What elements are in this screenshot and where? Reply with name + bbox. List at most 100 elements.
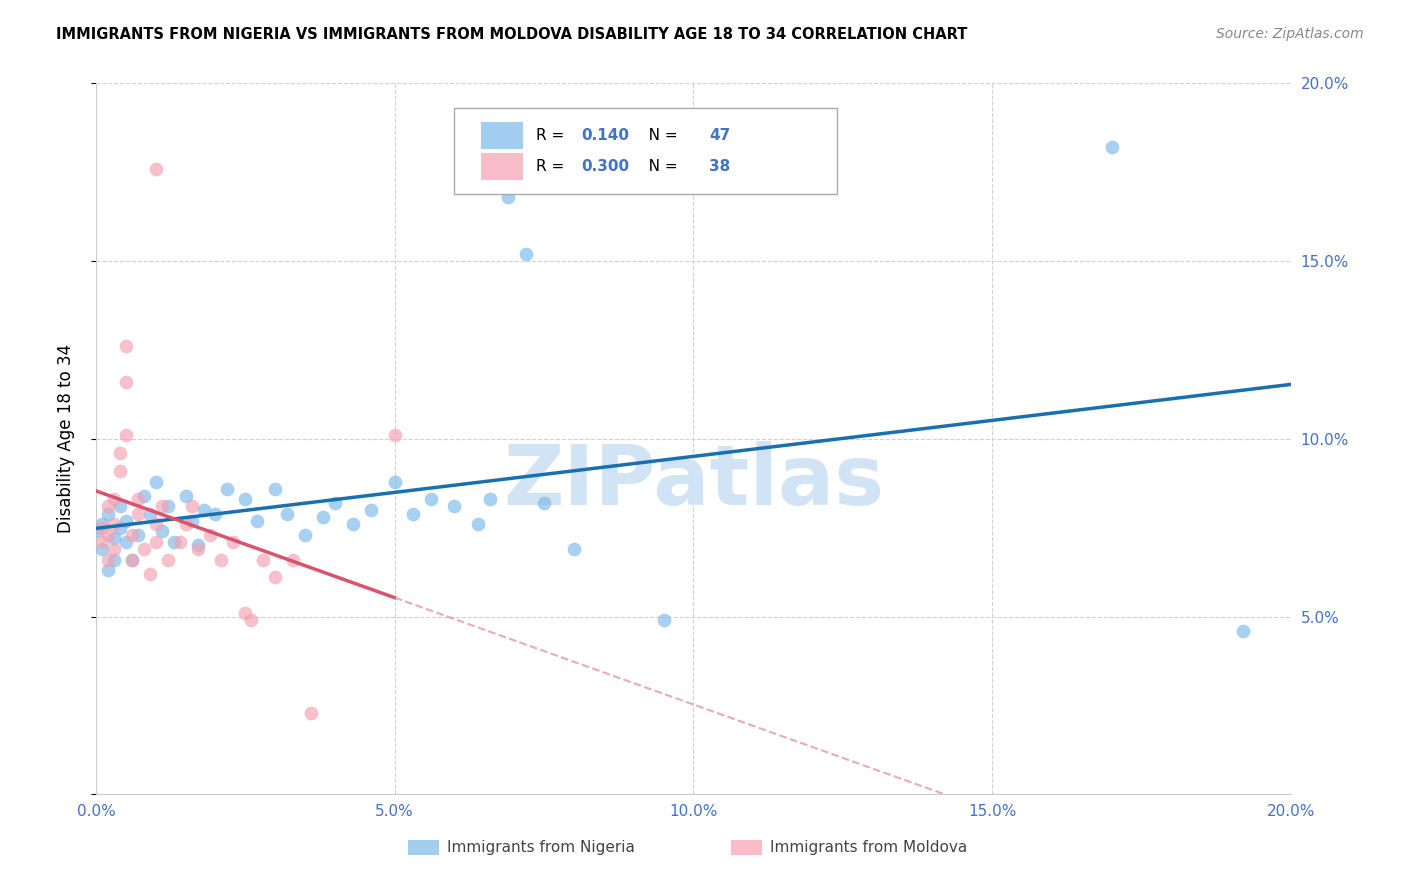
Point xyxy=(108,521,131,535)
Point xyxy=(246,514,269,528)
Point xyxy=(342,517,364,532)
Text: Immigrants from Moldova: Immigrants from Moldova xyxy=(770,840,967,855)
Point xyxy=(108,446,131,460)
Point xyxy=(174,489,197,503)
Point xyxy=(108,464,131,478)
Point xyxy=(156,500,179,514)
Point xyxy=(562,542,585,557)
Point xyxy=(139,507,162,521)
Point xyxy=(467,517,489,532)
Point xyxy=(419,492,441,507)
FancyBboxPatch shape xyxy=(454,108,837,194)
FancyBboxPatch shape xyxy=(481,153,523,180)
Text: 38: 38 xyxy=(709,159,730,174)
Point xyxy=(360,503,382,517)
Point xyxy=(121,552,143,566)
Text: Source: ZipAtlas.com: Source: ZipAtlas.com xyxy=(1216,27,1364,41)
Point xyxy=(496,190,519,204)
Point xyxy=(193,503,215,517)
Point xyxy=(163,535,186,549)
Point xyxy=(115,428,138,442)
Point xyxy=(384,428,406,442)
Y-axis label: Disability Age 18 to 34: Disability Age 18 to 34 xyxy=(58,344,75,533)
Point xyxy=(97,507,120,521)
Point xyxy=(127,507,149,521)
Text: N =: N = xyxy=(634,159,682,174)
Point xyxy=(103,532,125,546)
Text: 0.140: 0.140 xyxy=(581,128,628,143)
Point xyxy=(115,535,138,549)
Point xyxy=(299,706,322,720)
Point xyxy=(198,528,221,542)
Point xyxy=(187,542,209,557)
Point xyxy=(145,535,167,549)
Text: Immigrants from Nigeria: Immigrants from Nigeria xyxy=(447,840,636,855)
Point xyxy=(103,542,125,557)
Point xyxy=(217,482,239,496)
Point xyxy=(127,528,149,542)
Point xyxy=(281,552,304,566)
Point xyxy=(180,514,202,528)
Point xyxy=(652,613,675,627)
Point xyxy=(121,528,143,542)
Point xyxy=(515,247,537,261)
Text: 0.300: 0.300 xyxy=(581,159,630,174)
Point xyxy=(91,521,114,535)
Point xyxy=(264,482,287,496)
Point xyxy=(115,375,138,389)
Point xyxy=(115,339,138,353)
Text: R =: R = xyxy=(536,159,569,174)
Point xyxy=(108,500,131,514)
Point xyxy=(150,524,173,539)
Text: N =: N = xyxy=(634,128,682,143)
Text: R =: R = xyxy=(536,128,569,143)
Point xyxy=(187,539,209,553)
Point xyxy=(97,552,120,566)
Point xyxy=(97,528,120,542)
Point xyxy=(204,507,226,521)
Point xyxy=(312,510,335,524)
Point xyxy=(115,514,138,528)
Point xyxy=(132,489,155,503)
Point xyxy=(97,563,120,577)
Point xyxy=(84,524,107,539)
Point xyxy=(443,500,465,514)
Point xyxy=(222,535,245,549)
Point xyxy=(127,492,149,507)
Point xyxy=(276,507,298,521)
Point xyxy=(169,535,191,549)
Point xyxy=(401,507,423,521)
Point xyxy=(139,566,162,581)
Point xyxy=(1232,624,1254,638)
Point xyxy=(252,552,274,566)
Point xyxy=(132,542,155,557)
Point xyxy=(91,517,114,532)
Text: 47: 47 xyxy=(709,128,730,143)
Point xyxy=(235,492,257,507)
FancyBboxPatch shape xyxy=(481,122,523,149)
Point xyxy=(211,552,233,566)
Point xyxy=(174,517,197,532)
Point xyxy=(103,552,125,566)
Point xyxy=(91,542,114,557)
Point xyxy=(156,552,179,566)
Point xyxy=(323,496,346,510)
Point xyxy=(240,613,263,627)
Point xyxy=(533,496,555,510)
Point xyxy=(264,570,287,584)
Point xyxy=(145,517,167,532)
Point xyxy=(1101,140,1123,154)
Point xyxy=(294,528,316,542)
Text: ZIPatlas: ZIPatlas xyxy=(503,441,884,522)
Point xyxy=(103,492,125,507)
Point xyxy=(97,500,120,514)
Point xyxy=(235,606,257,620)
Point xyxy=(103,517,125,532)
Text: IMMIGRANTS FROM NIGERIA VS IMMIGRANTS FROM MOLDOVA DISABILITY AGE 18 TO 34 CORRE: IMMIGRANTS FROM NIGERIA VS IMMIGRANTS FR… xyxy=(56,27,967,42)
Point xyxy=(91,535,114,549)
Point xyxy=(180,500,202,514)
Point xyxy=(479,492,502,507)
Point xyxy=(145,475,167,489)
Point xyxy=(384,475,406,489)
Point xyxy=(150,500,173,514)
